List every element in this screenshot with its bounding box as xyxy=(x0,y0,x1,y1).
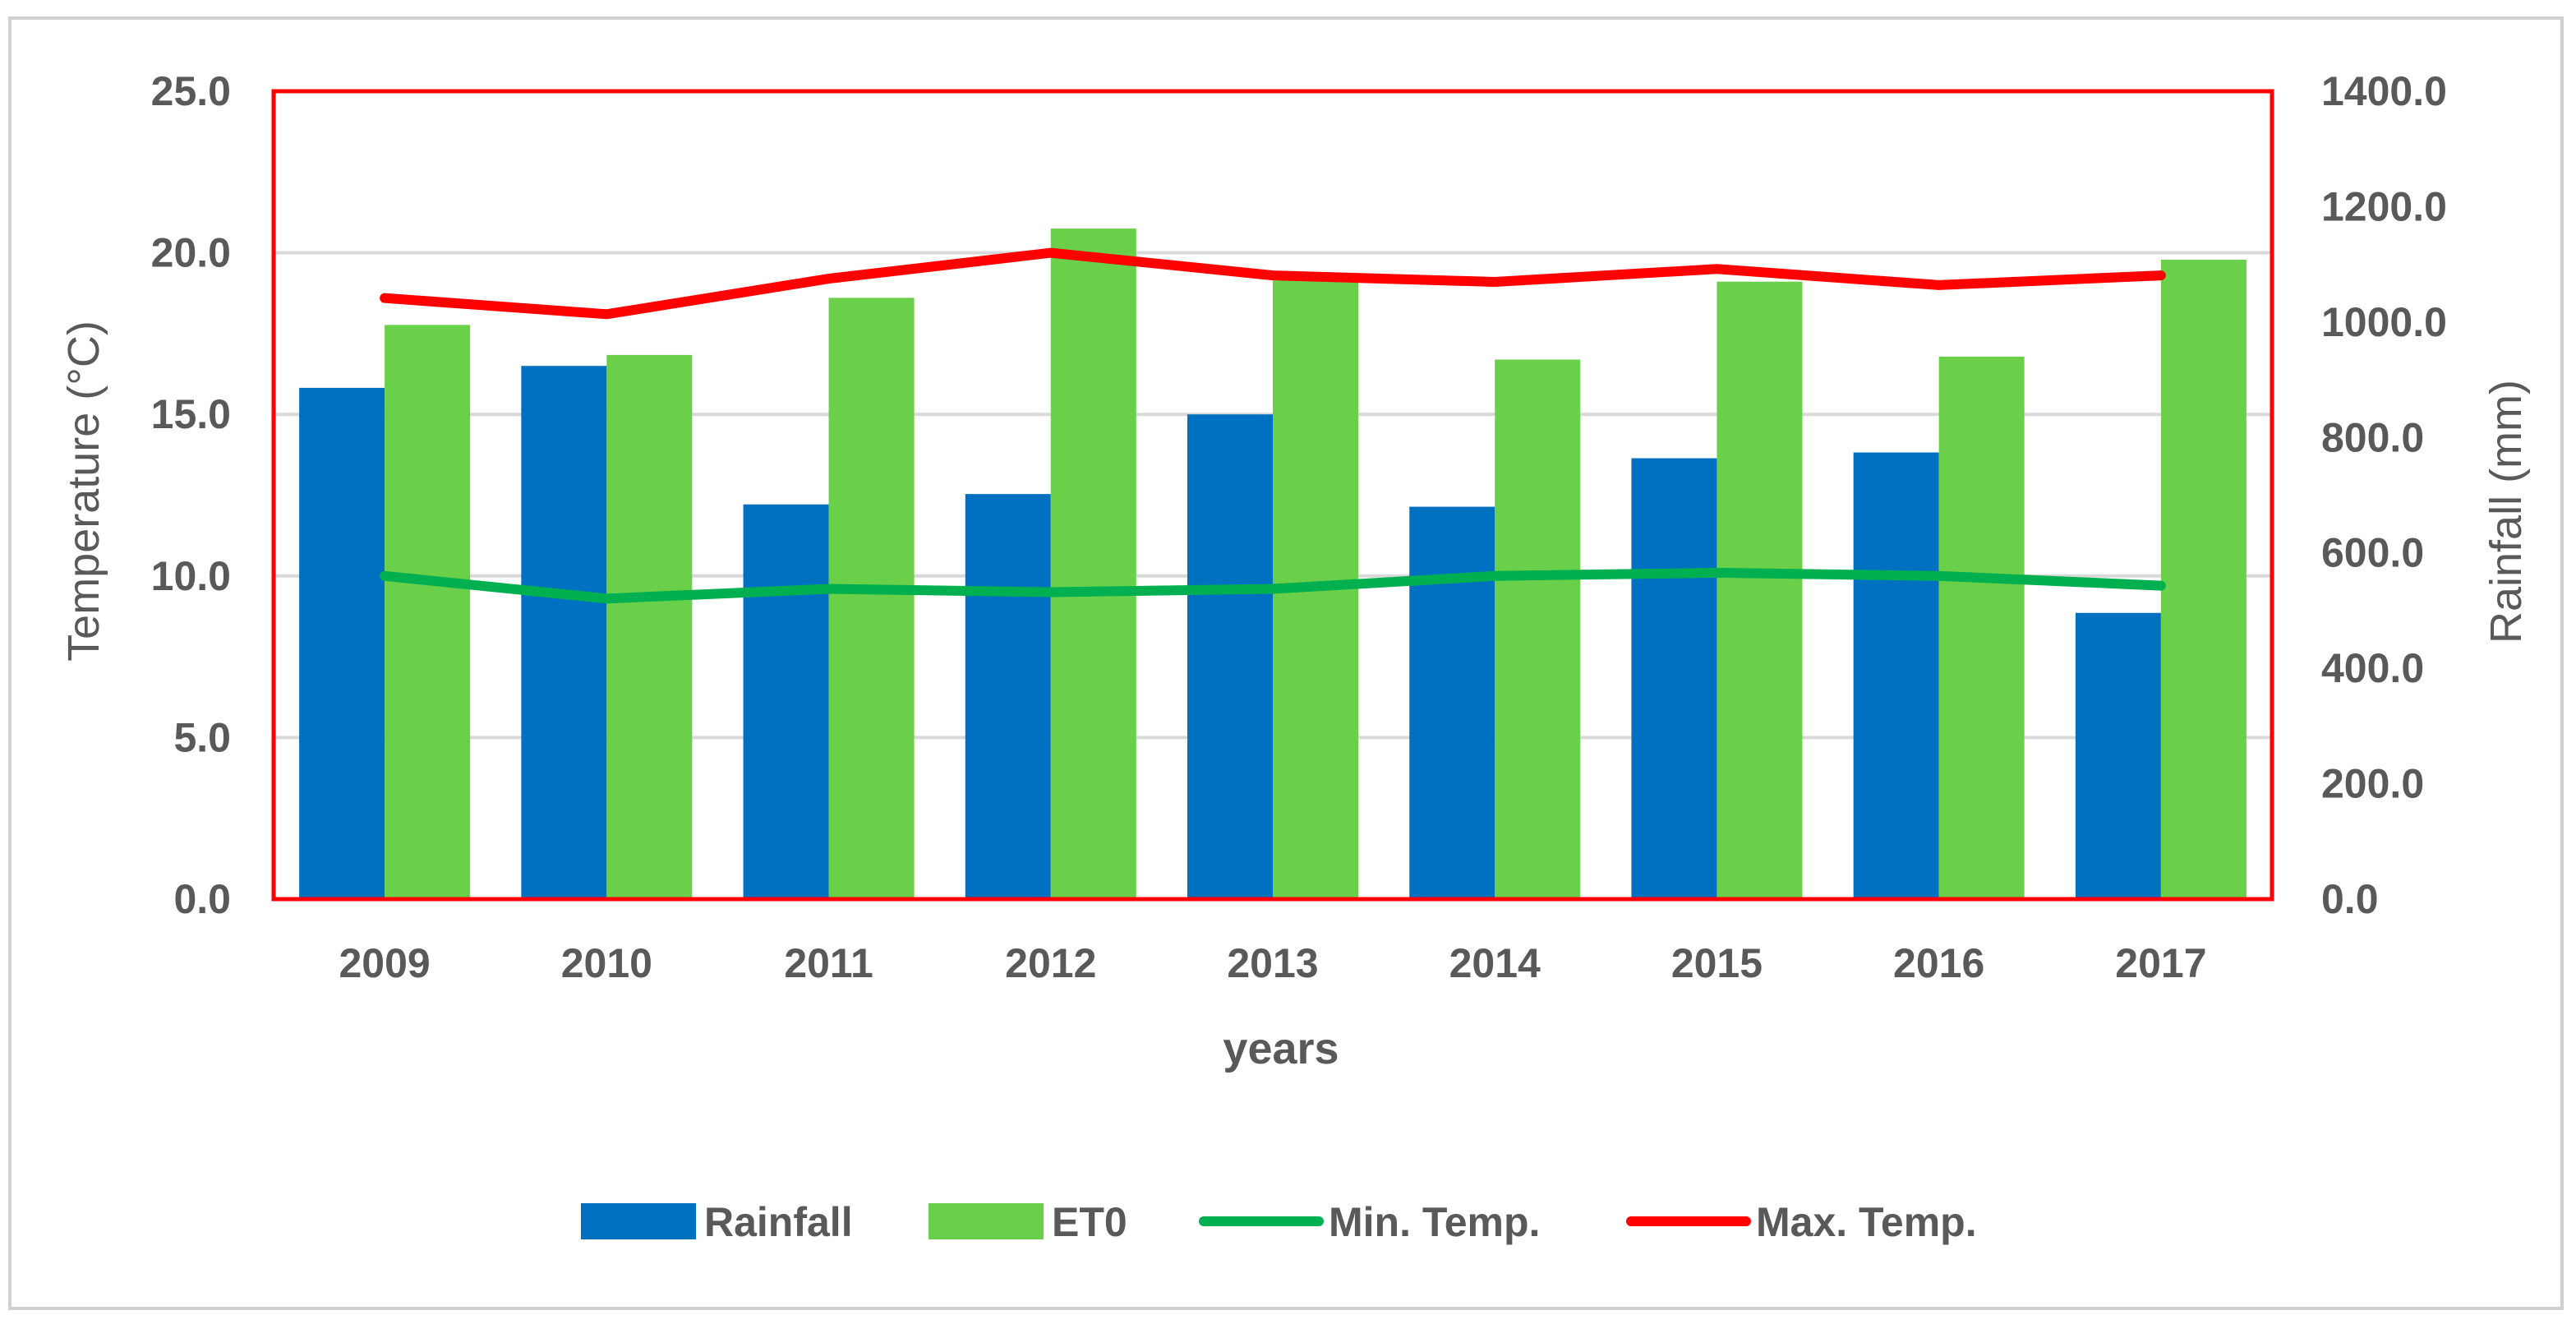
rainfall-bar-2015 xyxy=(1631,458,1717,899)
x-tick-label: 2009 xyxy=(339,940,430,986)
y2-tick-label: 600.0 xyxy=(2321,530,2424,576)
et0-bar-2009 xyxy=(385,325,471,899)
rainfall-bar-2011 xyxy=(743,504,829,899)
y2-tick-label: 1200.0 xyxy=(2321,183,2447,229)
min-temp-legend-label: Min. Temp. xyxy=(1329,1199,1540,1245)
rainfall-bar-2009 xyxy=(299,387,385,899)
rainfall-bar-2017 xyxy=(2075,612,2161,899)
y-tick-label: 25.0 xyxy=(151,68,231,114)
et0-bar-2010 xyxy=(606,354,693,899)
x-tick-label: 2017 xyxy=(2115,940,2206,986)
y2-tick-label: 800.0 xyxy=(2321,414,2424,460)
y-axis-title: Temperature (°C) xyxy=(59,321,108,662)
y2-tick-label: 1000.0 xyxy=(2321,299,2447,345)
x-axis-title: years xyxy=(1223,1024,1339,1073)
x-axis-ticks: 2009 2010 2011 2012 2013 2014 2015 2016 2017 xyxy=(339,940,2206,986)
legend: Rainfall ET0 Min. Temp. Max. Temp. xyxy=(581,1199,1977,1245)
y-tick-label: 5.0 xyxy=(173,714,231,760)
rainfall-bar-2016 xyxy=(1853,452,1939,899)
bar-series xyxy=(299,228,2247,900)
x-tick-label: 2013 xyxy=(1227,940,1318,986)
y2-axis-title: Rainfall (mm) xyxy=(2482,380,2531,644)
right-axis-ticks: 0.0 200.0 400.0 600.0 800.0 1000.0 1200.0 1400.… xyxy=(2321,68,2447,922)
x-tick-label: 2012 xyxy=(1005,940,1096,986)
rainfall-bar-2014 xyxy=(1409,506,1495,899)
rainfall-bar-2010 xyxy=(521,366,607,900)
y-tick-label: 20.0 xyxy=(151,230,231,276)
min-temp-line xyxy=(380,567,2166,604)
x-tick-label: 2014 xyxy=(1449,940,1541,986)
plot-area-border xyxy=(271,89,2274,902)
y-tick-label: 10.0 xyxy=(151,553,231,599)
rainfall-bar-2012 xyxy=(965,494,1051,899)
et0-bar-2016 xyxy=(1938,356,2025,899)
rainfall-legend-label: Rainfall xyxy=(704,1199,853,1245)
et0-legend-swatch xyxy=(929,1203,1044,1239)
rainfall-bar-2013 xyxy=(1187,414,1273,899)
et0-bar-2017 xyxy=(2160,260,2247,899)
y2-tick-label: 1400.0 xyxy=(2321,68,2447,114)
max-temp-line xyxy=(380,247,2166,320)
et0-bar-2011 xyxy=(828,298,915,899)
y2-tick-label: 0.0 xyxy=(2321,876,2379,922)
max-temp-legend-label: Max. Temp. xyxy=(1756,1199,1977,1245)
et0-legend-label: ET0 xyxy=(1052,1199,1127,1245)
y-tick-label: 15.0 xyxy=(151,391,231,437)
rainfall-legend-swatch xyxy=(581,1203,696,1239)
x-tick-label: 2016 xyxy=(1893,940,1984,986)
x-tick-label: 2010 xyxy=(561,940,652,986)
chart-frame xyxy=(8,16,2564,1310)
et0-bar-2015 xyxy=(1717,281,1803,899)
x-tick-label: 2015 xyxy=(1671,940,1763,986)
y-tick-label: 0.0 xyxy=(173,876,231,922)
left-axis-ticks: 0.0 5.0 10.0 15.0 20.0 25.0 xyxy=(151,68,231,922)
line-series xyxy=(380,247,2166,604)
x-tick-label: 2011 xyxy=(784,940,873,986)
et0-bar-2014 xyxy=(1495,359,1581,899)
y2-tick-label: 400.0 xyxy=(2321,645,2424,691)
et0-bar-2012 xyxy=(1050,228,1136,899)
y2-tick-label: 200.0 xyxy=(2321,761,2424,807)
